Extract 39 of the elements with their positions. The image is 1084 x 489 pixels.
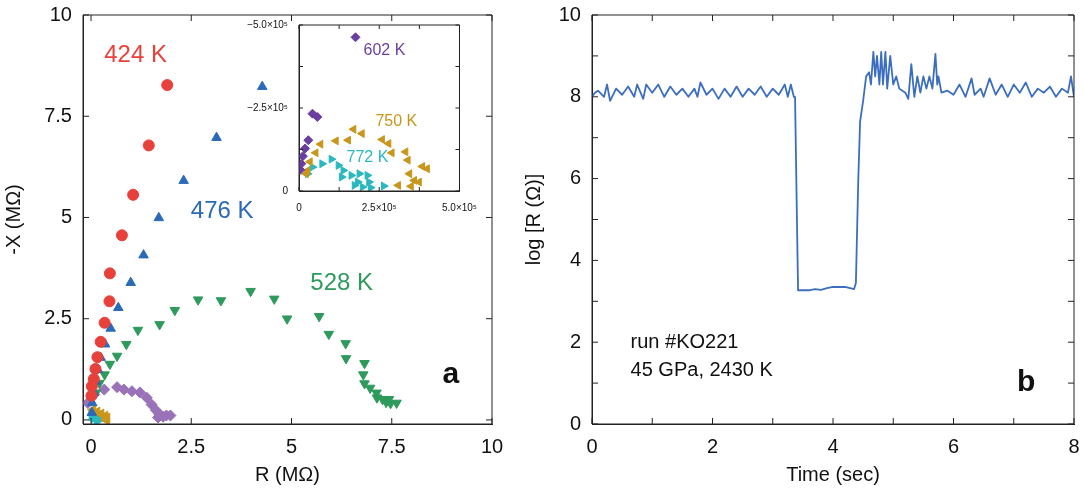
y-tick-label: 0 bbox=[569, 411, 581, 434]
y-tick-label: 0 bbox=[282, 184, 289, 196]
annotation: b bbox=[1017, 364, 1036, 398]
x-tick-label: 4 bbox=[827, 434, 839, 457]
x-tick-label: 7.5 bbox=[377, 434, 406, 457]
y-tick-label: 2 bbox=[569, 329, 581, 352]
x-axis-title: R (MΩ) bbox=[255, 462, 320, 485]
x-tick-label: 8 bbox=[1068, 434, 1080, 457]
series-label: 424 K bbox=[104, 40, 167, 68]
series-label: 476 K bbox=[190, 196, 254, 224]
y-tick-label: 10 bbox=[49, 2, 72, 25]
y-tick-label: −5.0×10⁵ bbox=[247, 18, 288, 30]
annotation: 45 GPa, 2430 K bbox=[630, 358, 774, 381]
series-label: 772 K bbox=[346, 148, 389, 166]
y-axis-title: log [R (Ω)] bbox=[521, 173, 544, 266]
y-tick-label: 2.5 bbox=[44, 306, 72, 329]
y-tick-label: 4 bbox=[569, 247, 581, 270]
x-tick-label: 10 bbox=[480, 434, 504, 457]
x-tick-label: 0 bbox=[586, 434, 598, 457]
y-axis-title: -X (MΩ) bbox=[1, 184, 24, 255]
series-label: 528 K bbox=[310, 268, 374, 296]
annotation: run #KO221 bbox=[630, 329, 739, 352]
y-tick-label: −2.5×10⁵ bbox=[247, 101, 288, 113]
y-tick-label: 6 bbox=[569, 166, 581, 189]
x-tick-label: 0 bbox=[296, 201, 303, 213]
x-tick-label: 2.5×10⁵ bbox=[361, 201, 397, 213]
annotation: a bbox=[442, 356, 460, 390]
x-tick-label: 5.0×10⁵ bbox=[441, 201, 477, 213]
x-tick-label: 6 bbox=[947, 434, 960, 457]
series-label: 602 K bbox=[363, 41, 406, 59]
series-label: 750 K bbox=[375, 112, 418, 130]
x-tick-label: 0 bbox=[85, 434, 97, 457]
y-tick-label: 10 bbox=[558, 2, 581, 25]
x-tick-label: 2 bbox=[706, 434, 719, 457]
y-tick-label: 0 bbox=[60, 407, 72, 430]
y-tick-label: 8 bbox=[569, 84, 581, 107]
x-tick-label: 2.5 bbox=[177, 434, 206, 457]
y-tick-label: 7.5 bbox=[44, 103, 72, 126]
x-axis-title: Time (sec) bbox=[786, 462, 880, 485]
